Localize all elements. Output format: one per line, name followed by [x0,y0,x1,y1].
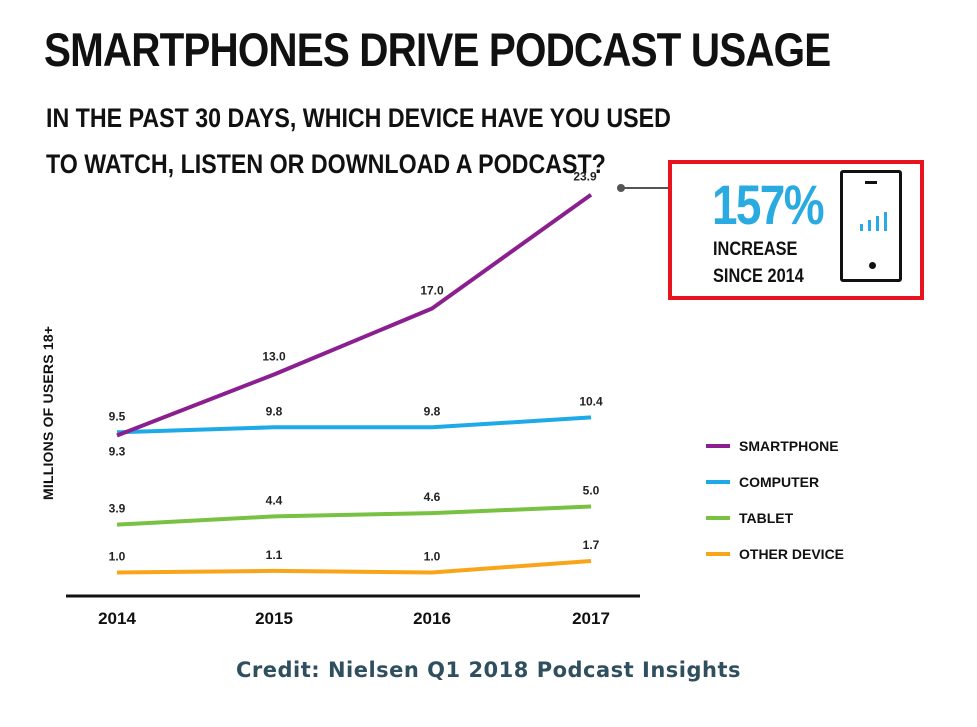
series-line-computer [116,415,592,435]
data-label: 13.0 [262,350,286,364]
series-lines [116,193,593,575]
chart-title: SMARTPHONES DRIVE PODCAST USAGE [44,23,831,76]
signal-bar [860,224,863,231]
signal-bar [876,216,879,231]
y-axis-label-wrap: MILLIONS OF USERS 18+ [40,326,58,500]
callout-line-1: INCREASE [713,239,798,260]
data-label: 1.0 [109,550,126,564]
callout-text: INCREASE SINCE 2014 [713,236,804,290]
phone-speaker [865,181,877,184]
chart-subtitle: IN THE PAST 30 DAYS, WHICH DEVICE HAVE Y… [46,103,671,179]
data-label: 5.0 [583,484,600,498]
annotation-callout: 157% INCREASE SINCE 2014 [668,160,924,300]
data-label: 17.0 [420,284,444,298]
data-label: 3.9 [109,502,126,516]
credit-text: Credit: Nielsen Q1 2018 Podcast Insights [235,658,742,682]
data-label: 9.3 [109,445,126,459]
legend-label: OTHER DEVICE [739,546,844,562]
legend-label: COMPUTER [739,474,819,490]
data-label: 9.8 [266,404,283,418]
x-tick-label: 2017 [572,609,610,628]
series-line-tablet [116,504,592,527]
x-tick-label: 2016 [413,609,451,628]
legend-label: SMARTPHONE [739,438,839,454]
signal-bar [884,212,887,231]
signal-bar [868,220,871,231]
data-labels: 9.3 13.0 17.0 23.9 9.5 9.8 9.8 10.4 3.9 4.4 4.6 5.0… [109,170,603,564]
data-label: 1.0 [424,550,441,564]
data-label: 10.4 [579,394,603,408]
y-axis-label: MILLIONS OF USERS 18+ [40,325,56,500]
legend: SMARTPHONE COMPUTER TABLET OTHER DEVICE [706,438,844,562]
callout-percent: 157% [712,173,825,236]
series-line-other-device [116,559,592,575]
series-line-smartphone [116,193,593,438]
callout-line-2: SINCE 2014 [713,266,804,287]
annotation-leader [617,184,668,192]
x-tick-label: 2015 [255,609,293,628]
smartphone-signal-icon [840,170,902,282]
x-axis: 2014 2015 2016 2017 [66,594,640,628]
x-tick-label: 2014 [98,609,136,628]
phone-home-button [869,262,876,269]
data-label: 9.8 [424,404,441,418]
data-label: 4.6 [424,490,441,504]
data-label: 1.1 [266,548,283,562]
data-label: 4.4 [266,493,283,507]
data-label: 9.5 [109,409,126,423]
data-label: 23.9 [573,170,597,184]
legend-label: TABLET [739,510,794,526]
data-label: 1.7 [583,538,600,552]
